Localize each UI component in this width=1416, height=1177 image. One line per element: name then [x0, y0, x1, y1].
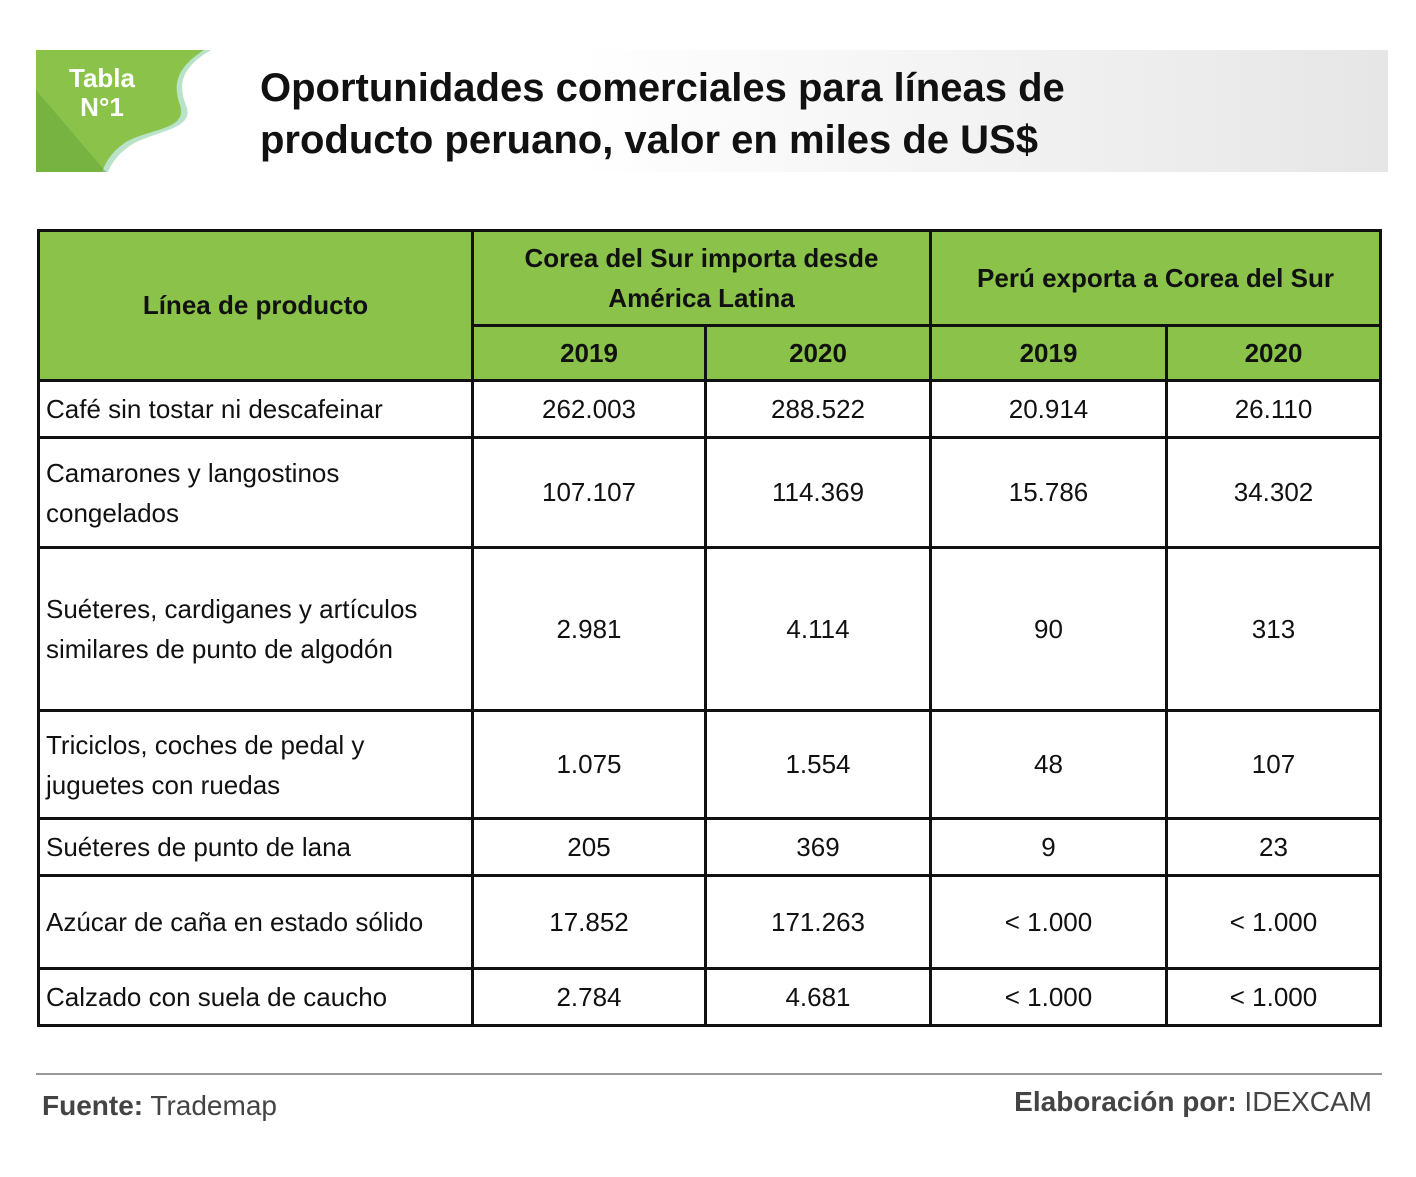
product-cell: Suéteres, cardiganes y artículos similar… [37, 546, 474, 712]
value-cell: 90 [929, 546, 1168, 712]
value-cell: 17.852 [471, 874, 707, 970]
title-line1: Oportunidades comerciales para líneas de [260, 66, 1065, 110]
value-cell: 171.263 [704, 874, 932, 970]
page-title: Oportunidades comerciales para líneas de… [260, 62, 1065, 166]
table-row: Calzado con suela de caucho 2.784 4.681 < 1… [37, 967, 1382, 1027]
header-product: Línea de producto [37, 229, 474, 382]
value-cell: 4.114 [704, 546, 932, 712]
value-cell: 262.003 [471, 379, 707, 439]
badge-line1: Tabla [69, 63, 135, 93]
product-cell: Triciclos, coches de pedal y juguetes co… [37, 709, 474, 820]
value-cell: 15.786 [929, 436, 1168, 549]
value-cell: 205 [471, 817, 707, 877]
value-cell: 20.914 [929, 379, 1168, 439]
title-line2: producto peruano, valor en miles de US$ [260, 118, 1038, 162]
value-cell: 34.302 [1165, 436, 1382, 549]
header-peru-exports: Perú exporta a Corea del Sur [929, 229, 1382, 327]
table-row: Triciclos, coches de pedal y juguetes co… [37, 709, 1382, 820]
value-cell: 4.681 [704, 967, 932, 1027]
product-cell: Café sin tostar ni descafeinar [37, 379, 474, 439]
value-cell: 107 [1165, 709, 1382, 820]
table-row: Azúcar de caña en estado sólido 17.852 171… [37, 874, 1382, 970]
product-cell: Suéteres de punto de lana [37, 817, 474, 877]
footer-credit: Elaboración por: IDEXCAM [1014, 1086, 1372, 1118]
value-cell: 48 [929, 709, 1168, 820]
table-row: Camarones y langostinos congelados 107.10… [37, 436, 1382, 549]
product-cell: Calzado con suela de caucho [37, 967, 474, 1027]
source-value: Trademap [150, 1090, 277, 1121]
value-cell: 107.107 [471, 436, 707, 549]
table-badge: Tabla N°1 [52, 64, 152, 122]
value-cell: 313 [1165, 546, 1382, 712]
value-cell: 114.369 [704, 436, 932, 549]
header-year: 2020 [704, 324, 932, 382]
value-cell: < 1.000 [1165, 967, 1382, 1027]
value-cell: 369 [704, 817, 932, 877]
value-cell: 9 [929, 817, 1168, 877]
value-cell: 26.110 [1165, 379, 1382, 439]
value-cell: 1.075 [471, 709, 707, 820]
product-cell: Azúcar de caña en estado sólido [37, 874, 474, 970]
value-cell: < 1.000 [929, 967, 1168, 1027]
value-cell: 288.522 [704, 379, 932, 439]
header-year: 2019 [471, 324, 707, 382]
header-korea-imports: Corea del Sur importa desde América Lati… [471, 229, 932, 327]
footer-source: Fuente: Trademap [42, 1090, 277, 1122]
badge-shape [36, 50, 211, 172]
title-band [36, 50, 1388, 172]
value-cell: 2.981 [471, 546, 707, 712]
value-cell: < 1.000 [1165, 874, 1382, 970]
table-row: Suéteres, cardiganes y artículos similar… [37, 546, 1382, 712]
value-cell: < 1.000 [929, 874, 1168, 970]
footer-divider [36, 1073, 1382, 1075]
table-row: Café sin tostar ni descafeinar 262.003 288… [37, 379, 1382, 439]
badge-line2: N°1 [80, 92, 124, 122]
value-cell: 23 [1165, 817, 1382, 877]
value-cell: 1.554 [704, 709, 932, 820]
credit-label: Elaboración por: [1014, 1086, 1237, 1117]
table-row: Suéteres de punto de lana 205 369 9 23 [37, 817, 1382, 877]
header-year: 2019 [929, 324, 1168, 382]
value-cell: 2.784 [471, 967, 707, 1027]
source-label: Fuente: [42, 1090, 144, 1121]
product-cell: Camarones y langostinos congelados [37, 436, 474, 549]
data-table: Línea de producto Corea del Sur importa … [37, 229, 1382, 1027]
header-year: 2020 [1165, 324, 1382, 382]
credit-value: IDEXCAM [1244, 1086, 1372, 1117]
